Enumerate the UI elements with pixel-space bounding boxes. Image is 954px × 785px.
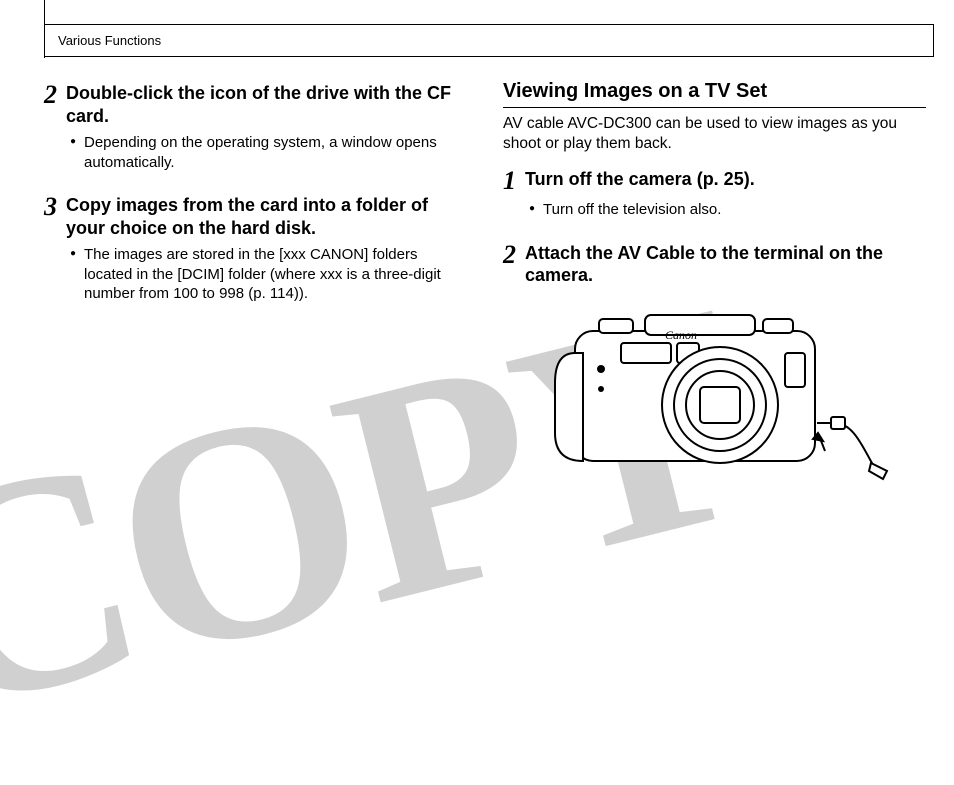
tv-step-1-heading: 1 Turn off the camera (p. 25). <box>503 168 926 194</box>
section-underline <box>503 107 926 108</box>
tv-step-2-title: Attach the AV Cable to the terminal on t… <box>525 242 926 287</box>
camera-icon: Canon <box>535 293 895 483</box>
tv-step-1-title: Turn off the camera (p. 25). <box>525 168 926 194</box>
step-2-title: Double-click the icon of the drive with … <box>66 82 466 127</box>
step-2-number: 2 <box>44 82 66 127</box>
step-2-heading: 2 Double-click the icon of the drive wit… <box>44 82 466 127</box>
tv-step-2-heading: 2 Attach the AV Cable to the terminal on… <box>503 242 926 287</box>
step-3-heading: 3 Copy images from the card into a folde… <box>44 194 466 239</box>
section-description: AV cable AVC-DC300 can be used to view i… <box>503 114 926 154</box>
svg-text:Canon: Canon <box>665 328 697 342</box>
step-3-number: 3 <box>44 194 66 239</box>
camera-illustration: Canon <box>503 293 926 488</box>
running-head: Various Functions <box>44 24 934 57</box>
section-title: Viewing Images on a TV Set <box>503 80 926 103</box>
step-3-bullets: The images are stored in the [xxx CANON]… <box>70 245 466 304</box>
tv-step-2-number: 2 <box>503 242 525 287</box>
step-2-bullets: Depending on the operating system, a win… <box>70 133 466 172</box>
tv-step-1-number: 1 <box>503 168 525 194</box>
step-3-title: Copy images from the card into a folder … <box>66 194 466 239</box>
step-3-bullet-1: The images are stored in the [xxx CANON]… <box>70 245 466 304</box>
tv-step-1-bullet-1: Turn off the television also. <box>529 200 926 220</box>
tv-step-1-bullets: Turn off the television also. <box>529 200 926 220</box>
step-2-bullet-1: Depending on the operating system, a win… <box>70 133 466 172</box>
